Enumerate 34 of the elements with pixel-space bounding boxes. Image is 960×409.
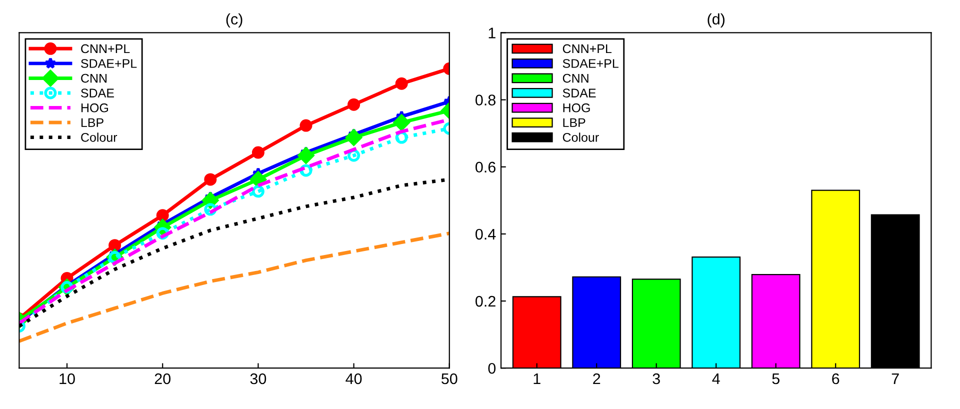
legend-label: CNN+PL: [562, 44, 612, 54]
legend-label: SDAE: [81, 88, 114, 98]
x-tick-label: 20: [154, 373, 170, 384]
chart-title: (d): [708, 13, 724, 28]
x-tick-label: 10: [60, 373, 75, 384]
y-tick-label: 0.8: [476, 94, 496, 106]
legend-label: CNN+PL: [81, 44, 130, 54]
x-tick-label: 3: [652, 373, 660, 384]
x-tick-label: 1: [534, 374, 540, 384]
x-tick-label: 50: [442, 373, 458, 384]
legend-label: CNN: [81, 74, 107, 83]
y-tick-label: 0.6: [476, 162, 496, 173]
legend-label: Colour: [81, 132, 118, 142]
y-tick-label: 0: [488, 362, 496, 374]
y-tick-label: 1: [488, 28, 496, 38]
legend-label: SDAE+PL: [81, 59, 137, 68]
x-tick-label: 7: [892, 374, 899, 384]
legend-label: Colour: [562, 132, 599, 142]
x-tick-label: 40: [346, 373, 362, 384]
legend-label: CNN: [562, 74, 588, 83]
y-tick-label: 0.2: [476, 296, 496, 307]
legend-label: LBP: [81, 118, 104, 127]
y-tick-label: 0.4: [476, 228, 496, 240]
x-tick-label: 2: [593, 373, 600, 384]
x-tick-label: 4: [712, 374, 720, 384]
legend-label: HOG: [81, 103, 108, 112]
x-tick-label: 6: [832, 373, 840, 384]
legend-label: LBP: [563, 118, 586, 127]
legend-label: HOG: [563, 103, 590, 112]
legend-label: SDAE: [562, 88, 596, 98]
x-tick-label: 5: [772, 374, 780, 384]
chart-title: (c): [226, 13, 242, 28]
legend-label: SDAE+PL: [562, 59, 618, 68]
x-tick-label: 30: [250, 373, 266, 384]
